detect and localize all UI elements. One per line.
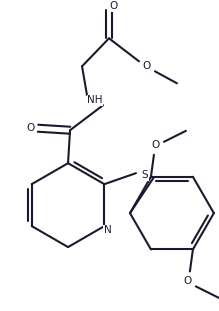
Text: O: O <box>184 276 192 286</box>
Text: O: O <box>143 61 151 71</box>
Text: NH: NH <box>87 95 103 105</box>
Text: O: O <box>26 123 34 133</box>
Text: S: S <box>142 170 148 180</box>
Text: O: O <box>110 1 118 12</box>
Text: O: O <box>152 140 160 150</box>
Text: N: N <box>104 225 111 235</box>
